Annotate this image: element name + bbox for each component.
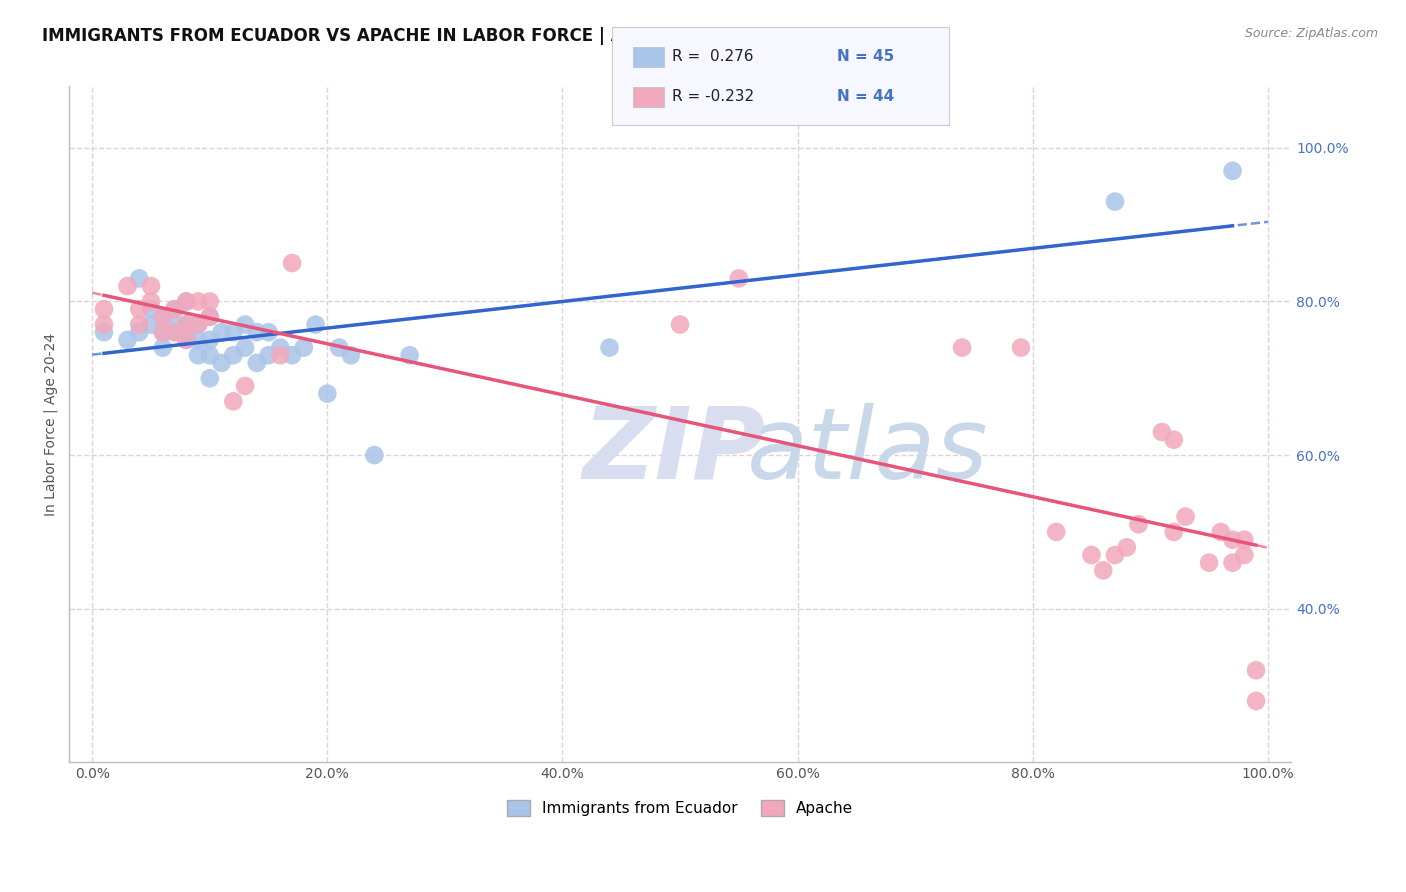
Point bbox=[163, 302, 186, 317]
Point bbox=[1128, 517, 1150, 532]
Point bbox=[198, 371, 221, 385]
Point bbox=[222, 325, 245, 339]
Point bbox=[139, 318, 162, 332]
Point bbox=[187, 333, 209, 347]
Point bbox=[316, 386, 339, 401]
Point bbox=[139, 294, 162, 309]
Point bbox=[117, 333, 139, 347]
Point bbox=[257, 348, 280, 362]
Point bbox=[1163, 524, 1185, 539]
Point bbox=[281, 348, 304, 362]
Point bbox=[222, 394, 245, 409]
Point bbox=[669, 318, 692, 332]
Point bbox=[174, 294, 197, 309]
Point bbox=[1198, 556, 1220, 570]
Text: N = 45: N = 45 bbox=[837, 49, 894, 63]
Point bbox=[1222, 164, 1244, 178]
Point bbox=[128, 302, 150, 317]
Point bbox=[152, 325, 174, 339]
Point bbox=[1233, 533, 1256, 547]
Point bbox=[139, 279, 162, 293]
Point bbox=[163, 318, 186, 332]
Point bbox=[1209, 524, 1232, 539]
Point bbox=[233, 341, 256, 355]
Point bbox=[198, 294, 221, 309]
Point bbox=[187, 294, 209, 309]
Point bbox=[198, 310, 221, 324]
Point bbox=[328, 341, 350, 355]
Point bbox=[117, 279, 139, 293]
Point bbox=[1104, 194, 1126, 209]
Text: R =  0.276: R = 0.276 bbox=[672, 49, 754, 63]
Point bbox=[340, 348, 363, 362]
Point bbox=[187, 348, 209, 362]
Point bbox=[152, 341, 174, 355]
Point bbox=[1233, 548, 1256, 562]
Point bbox=[246, 356, 269, 370]
Point bbox=[950, 341, 973, 355]
Point bbox=[187, 318, 209, 332]
Point bbox=[292, 341, 315, 355]
Point bbox=[163, 325, 186, 339]
Point bbox=[269, 348, 291, 362]
Point bbox=[257, 325, 280, 339]
Text: atlas: atlas bbox=[747, 403, 988, 500]
Point bbox=[93, 325, 115, 339]
Text: IMMIGRANTS FROM ECUADOR VS APACHE IN LABOR FORCE | AGE 20-24 CORRELATION CHART: IMMIGRANTS FROM ECUADOR VS APACHE IN LAB… bbox=[42, 27, 912, 45]
Point bbox=[1244, 694, 1267, 708]
Point bbox=[211, 356, 233, 370]
Point bbox=[163, 302, 186, 317]
Point bbox=[198, 333, 221, 347]
Point bbox=[1115, 541, 1137, 555]
Text: ZIP: ZIP bbox=[582, 403, 765, 500]
Point bbox=[128, 325, 150, 339]
Point bbox=[128, 271, 150, 285]
Point bbox=[174, 318, 197, 332]
Point bbox=[93, 318, 115, 332]
Point bbox=[152, 325, 174, 339]
Point bbox=[174, 333, 197, 347]
Point bbox=[304, 318, 326, 332]
Point bbox=[152, 310, 174, 324]
Point bbox=[211, 325, 233, 339]
Point bbox=[174, 318, 197, 332]
Point bbox=[198, 310, 221, 324]
Point bbox=[198, 348, 221, 362]
Point bbox=[174, 333, 197, 347]
Legend: Immigrants from Ecuador, Apache: Immigrants from Ecuador, Apache bbox=[501, 794, 859, 822]
Point bbox=[174, 294, 197, 309]
Point bbox=[139, 302, 162, 317]
Point bbox=[1222, 533, 1244, 547]
Point bbox=[363, 448, 385, 462]
Point bbox=[187, 318, 209, 332]
Point bbox=[128, 318, 150, 332]
Point bbox=[222, 348, 245, 362]
Point bbox=[1104, 548, 1126, 562]
Point bbox=[1080, 548, 1102, 562]
Y-axis label: In Labor Force | Age 20-24: In Labor Force | Age 20-24 bbox=[44, 333, 58, 516]
Text: R = -0.232: R = -0.232 bbox=[672, 89, 754, 103]
Point bbox=[233, 318, 256, 332]
Point bbox=[1010, 341, 1032, 355]
Point bbox=[233, 379, 256, 393]
Point bbox=[152, 310, 174, 324]
Point bbox=[93, 302, 115, 317]
Text: Source: ZipAtlas.com: Source: ZipAtlas.com bbox=[1244, 27, 1378, 40]
Point bbox=[598, 341, 620, 355]
Text: N = 44: N = 44 bbox=[837, 89, 894, 103]
Point bbox=[727, 271, 749, 285]
Point bbox=[1045, 524, 1067, 539]
Point bbox=[398, 348, 420, 362]
Point bbox=[1174, 509, 1197, 524]
Point bbox=[246, 325, 269, 339]
Point bbox=[1150, 425, 1173, 439]
Point bbox=[281, 256, 304, 270]
Point bbox=[1222, 556, 1244, 570]
Point bbox=[1163, 433, 1185, 447]
Point bbox=[1244, 663, 1267, 677]
Point bbox=[1092, 563, 1115, 577]
Point bbox=[174, 325, 197, 339]
Point bbox=[269, 341, 291, 355]
Point bbox=[163, 325, 186, 339]
